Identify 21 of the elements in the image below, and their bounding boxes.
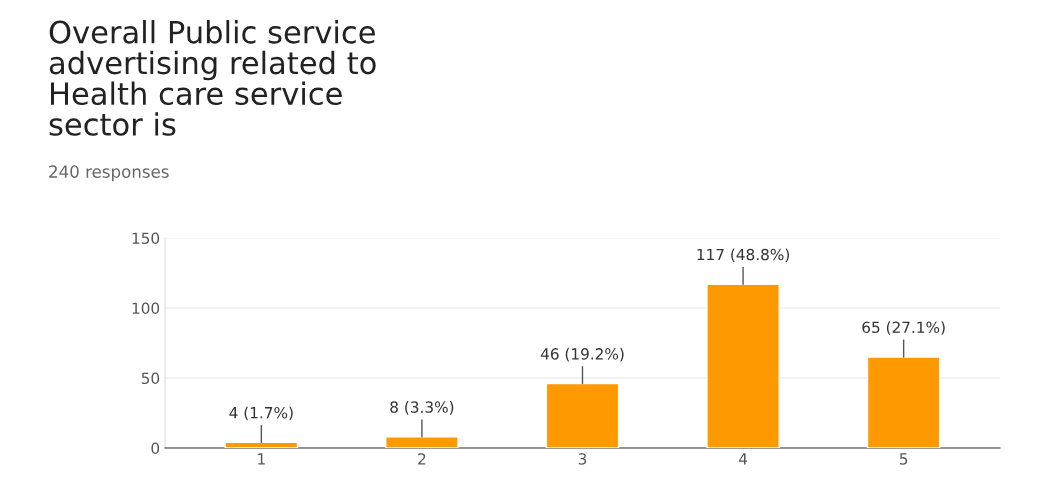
- x-tick-label: 2: [418, 453, 426, 465]
- data-label: 4 (1.7%): [229, 406, 293, 421]
- x-tick-label: 3: [578, 453, 587, 465]
- bar: [866, 356, 941, 448]
- y-tick-label: 150: [132, 232, 160, 245]
- x-tick-label: 5: [899, 453, 908, 465]
- y-tick-label: 0: [151, 442, 160, 455]
- data-label: 117 (48.8%): [697, 248, 789, 263]
- y-tick-label: 100: [132, 302, 160, 315]
- data-label: 8 (3.3%): [390, 401, 454, 415]
- bar: [385, 436, 459, 448]
- chart-title: Overall Public service advertising related to Health care service sector is: [49, 20, 376, 136]
- bar: [706, 283, 780, 448]
- x-tick-label: 4: [738, 453, 748, 465]
- data-label: 46 (19.2%): [540, 347, 624, 362]
- x-tick-label: 1: [258, 453, 265, 465]
- bar: [224, 441, 299, 448]
- data-label: 65 (27.1%): [862, 321, 945, 335]
- bar: [545, 382, 620, 448]
- y-tick-label: 50: [141, 372, 160, 385]
- chart-subtitle: 240 responses: [49, 165, 169, 182]
